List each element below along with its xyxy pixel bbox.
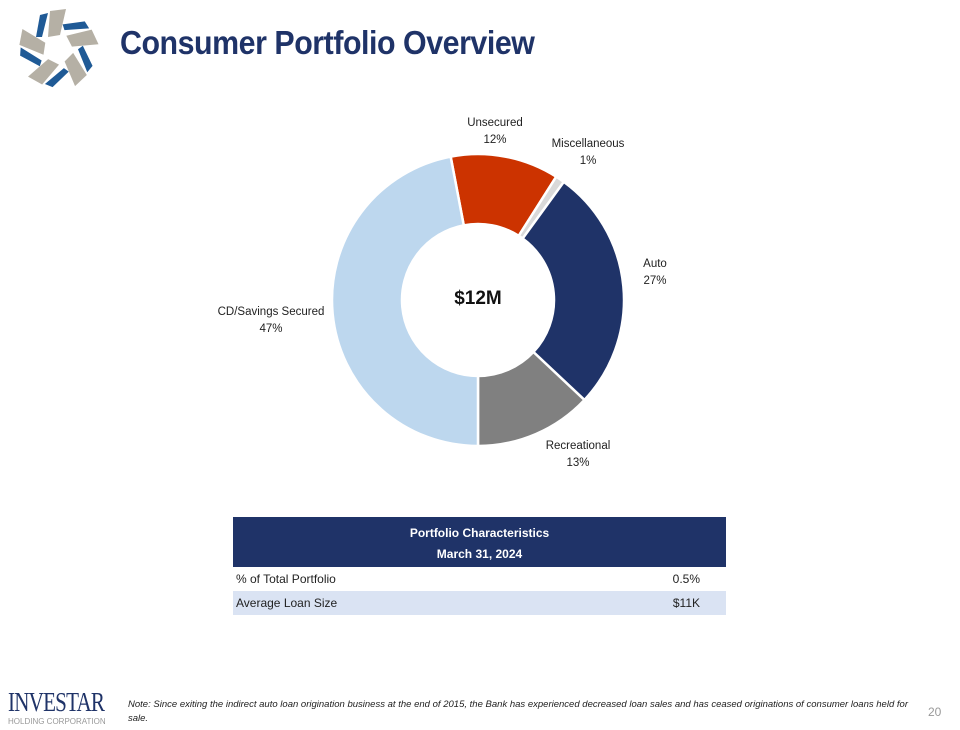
- footnote: Note: Since exiting the indirect auto lo…: [128, 699, 908, 724]
- page-title: Consumer Portfolio Overview: [120, 24, 535, 61]
- donut-chart: [330, 152, 626, 448]
- row-label: Average Loan Size: [236, 596, 338, 610]
- page-number: 20: [928, 705, 942, 719]
- table-row: Average Loan Size $11K: [233, 591, 726, 615]
- slice-auto: [520, 180, 626, 402]
- row-label: % of Total Portfolio: [236, 572, 336, 586]
- slice-cd-savings-secured: [330, 155, 480, 448]
- donut-center-label: $12M: [454, 288, 502, 309]
- table-date: March 31, 2024: [436, 547, 523, 561]
- label-recreational: Recreational 13%: [545, 440, 611, 469]
- label-cd-savings: CD/Savings Secured 47%: [217, 306, 325, 335]
- label-auto: Auto 27%: [643, 258, 667, 287]
- label-unsecured: Unsecured 12%: [467, 117, 523, 146]
- table-row: % of Total Portfolio 0.5%: [233, 567, 726, 591]
- company-logo-icon: [13, 9, 100, 92]
- brand-subtitle: HOLDING CORPORATION: [8, 717, 106, 726]
- label-miscellaneous: Miscellaneous 1%: [551, 138, 625, 167]
- brand-logo: INVESTAR: [8, 687, 105, 717]
- row-value: $11K: [672, 596, 700, 610]
- row-value: 0.5%: [672, 572, 700, 586]
- portfolio-characteristics-table: Portfolio Characteristics March 31, 2024…: [233, 517, 726, 615]
- table-title: Portfolio Characteristics: [409, 526, 550, 540]
- table-header: Portfolio Characteristics March 31, 2024: [233, 517, 726, 567]
